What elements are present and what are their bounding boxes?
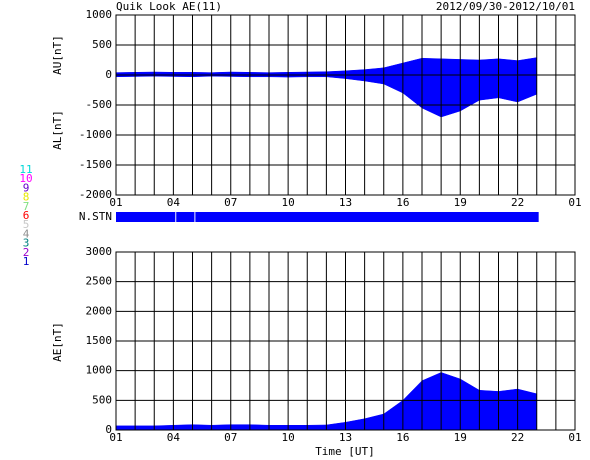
plot-frame [115, 251, 576, 431]
y-tick-label: 1000 [86, 364, 113, 377]
station-number: 7 [23, 200, 30, 213]
y-tick-label: 0 [105, 68, 112, 81]
y-tick-label: -500 [86, 98, 113, 111]
x-tick-label: 16 [396, 196, 409, 209]
x-tick-label: 13 [339, 431, 352, 444]
plot-frame [115, 14, 576, 196]
y-tick-label: -1000 [79, 128, 112, 141]
station-bar [176, 212, 195, 222]
station-number: 8 [23, 191, 30, 204]
x-tick-label: 10 [282, 431, 295, 444]
y-axis-label: AL[nT] [51, 110, 64, 150]
station-number: 5 [23, 218, 30, 231]
y-tick-label: -2000 [79, 188, 112, 201]
station-bar [195, 212, 539, 222]
x-tick-label: 19 [454, 431, 467, 444]
y-tick-label: 2500 [86, 275, 113, 288]
area [115, 57, 537, 76]
y-tick-label: 0 [105, 423, 112, 436]
y-axis-label: AE[nT] [51, 322, 64, 362]
station-number: 9 [23, 181, 30, 194]
x-tick-label: 07 [224, 431, 237, 444]
y-tick-label: -1500 [79, 158, 112, 171]
x-tick-label: 19 [454, 196, 467, 209]
y-tick-label: 1500 [86, 334, 113, 347]
date-range: 2012/09/30-2012/10/01 [436, 0, 575, 13]
x-tick-label: 01 [568, 196, 581, 209]
x-tick-label: 01 [568, 431, 581, 444]
x-tick-label: 13 [339, 196, 352, 209]
x-tick-label: 22 [511, 196, 524, 209]
x-tick-label: 04 [167, 196, 181, 209]
x-tick-label: 07 [224, 196, 237, 209]
x-tick-label: 01 [109, 196, 122, 209]
station-number: 10 [19, 172, 32, 185]
y-axis-label: AU[nT] [51, 35, 64, 75]
y-tick-label: 500 [92, 393, 112, 406]
y-tick-label: 500 [92, 38, 112, 51]
station-number: 1 [23, 255, 30, 268]
area [115, 74, 537, 118]
station-number: 4 [23, 227, 30, 240]
y-tick-label: 3000 [86, 245, 113, 258]
station-number: 11 [19, 163, 32, 176]
area [115, 372, 537, 431]
x-tick-label: 22 [511, 431, 524, 444]
x-tick-label: 01 [109, 431, 122, 444]
y-tick-label: 2000 [86, 304, 113, 317]
stations-bar-label: N.STN [79, 210, 112, 223]
x-tick-label: 10 [282, 196, 295, 209]
chart-title: Quik Look AE(11) [116, 0, 222, 13]
x-tick-label: 04 [167, 431, 181, 444]
station-bar [116, 212, 176, 222]
y-tick-label: 1000 [86, 8, 113, 21]
station-number: 3 [23, 237, 30, 250]
x-axis-label: Time [UT] [315, 445, 375, 458]
station-number: 2 [23, 246, 30, 259]
station-number: 6 [23, 209, 30, 222]
x-tick-label: 16 [396, 431, 409, 444]
